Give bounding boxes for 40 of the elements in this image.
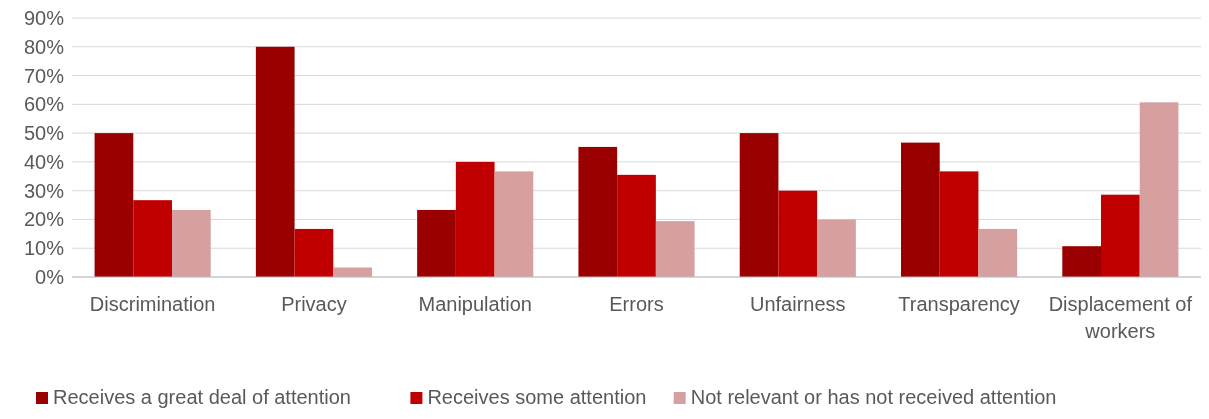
- bar: [1062, 246, 1101, 277]
- x-tick-label: Transparency: [898, 293, 1020, 315]
- bar: [455, 161, 495, 277]
- x-tick-label: Discrimination: [89, 293, 216, 315]
- bar: [778, 190, 818, 277]
- bar: [1101, 194, 1140, 277]
- legend-label: Not relevant or has not received attention: [690, 386, 1057, 408]
- x-tick-label: Displacement of workers: [1048, 293, 1193, 342]
- bar: [133, 200, 172, 277]
- bar: [739, 133, 779, 277]
- x-tick-label: Manipulation: [418, 293, 532, 315]
- y-tick-label: 90%: [23, 7, 65, 29]
- bar: [655, 221, 695, 277]
- bar: [172, 209, 211, 277]
- x-tick-label: Errors: [609, 293, 664, 315]
- bar: [578, 146, 618, 277]
- legend-label: Receives a great deal of attention: [53, 386, 351, 408]
- bar: [901, 142, 940, 277]
- y-tick-label: 30%: [23, 179, 65, 202]
- y-tick-label: 60%: [23, 93, 65, 116]
- x-tick-label: Unfairness: [749, 293, 846, 315]
- y-tick-label: 20%: [23, 208, 65, 231]
- bar: [939, 171, 979, 277]
- bar: [94, 133, 134, 277]
- y-tick-label: 70%: [23, 64, 65, 87]
- y-tick-label: 10%: [23, 237, 65, 260]
- x-tick-label: Privacy: [281, 293, 347, 315]
- y-tick-label: 40%: [23, 150, 65, 173]
- bar: [494, 171, 534, 277]
- y-tick-label: 50%: [23, 122, 65, 145]
- bar: [255, 46, 295, 277]
- bar: [294, 228, 334, 277]
- y-tick-label: 0%: [35, 266, 65, 288]
- bar: [617, 174, 656, 277]
- bar: [1139, 102, 1179, 277]
- bar: [417, 209, 456, 277]
- bar: [817, 219, 856, 277]
- y-tick-label: 80%: [23, 35, 65, 58]
- bar: [978, 228, 1018, 277]
- legend-label: Receives some attention: [427, 386, 647, 408]
